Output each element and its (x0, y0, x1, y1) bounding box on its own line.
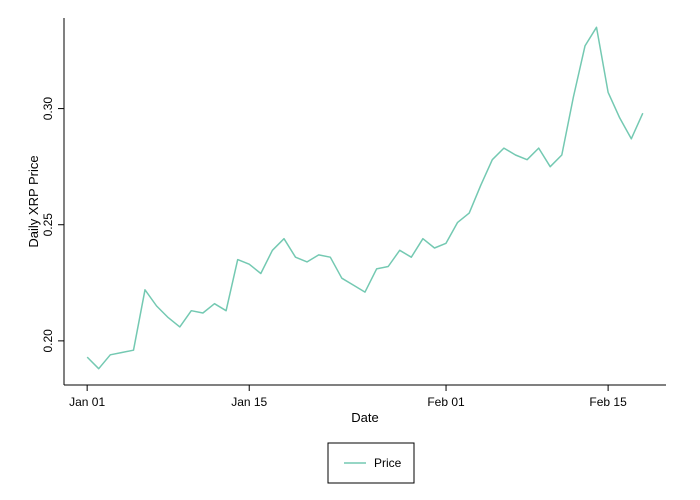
y-tick-label: 0.25 (41, 213, 55, 237)
x-ticks: Jan 01 Jan 15 Feb 01 Feb 15 (69, 385, 627, 409)
legend: Price (327, 442, 415, 484)
series-line-price (86, 26, 644, 370)
y-tick-label: 0.20 (41, 329, 55, 353)
x-axis-title: Date (351, 410, 378, 425)
x-tick-label: Jan 15 (231, 395, 267, 409)
legend-box (327, 442, 415, 484)
y-axis-title: Daily XRP Price (26, 155, 41, 247)
y-tick-label: 0.30 (41, 97, 55, 121)
x-tick-label: Feb 15 (589, 395, 627, 409)
axes: 0.20 0.25 0.30 Jan 01 Jan 15 Feb 01 Feb 15 (41, 18, 666, 409)
x-tick-label: Feb 01 (427, 395, 465, 409)
x-tick-label: Jan 01 (69, 395, 105, 409)
y-ticks: 0.20 0.25 0.30 (41, 97, 64, 353)
legend-label-price: Price (374, 456, 402, 470)
series-layer (86, 26, 644, 370)
